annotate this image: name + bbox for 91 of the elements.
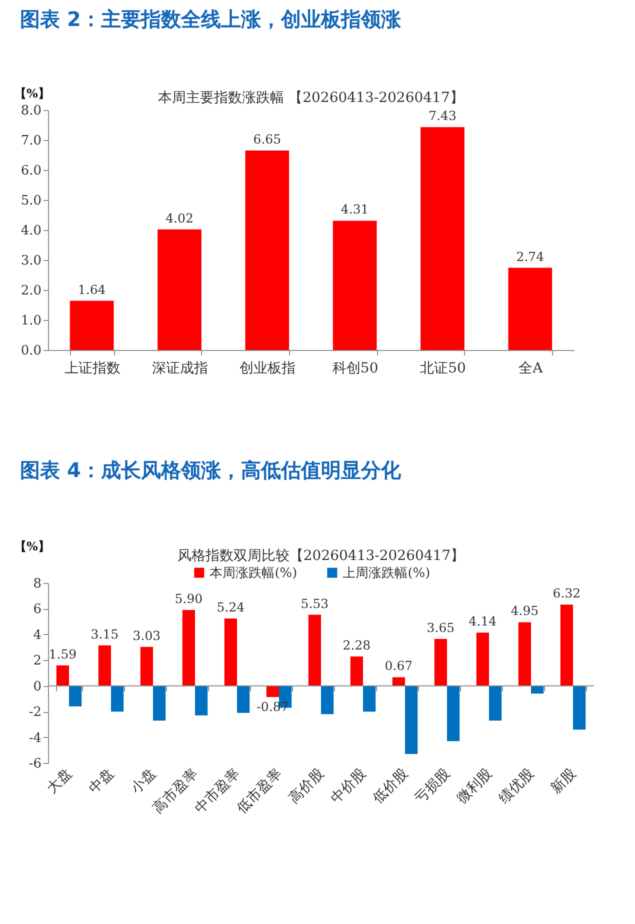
x-tick-label: 小盘 (128, 766, 160, 797)
bar (195, 686, 208, 716)
x-tick-label: 北证50 (420, 360, 466, 376)
x-tick-label: 创业板指 (240, 360, 296, 376)
x-tick-label: 亏损股 (412, 766, 454, 807)
y-axis-title: 【%】 (14, 540, 50, 554)
bar (420, 127, 464, 350)
y-tick-label: -6 (28, 756, 42, 772)
data-label: 3.03 (132, 628, 161, 643)
bar (308, 614, 321, 686)
data-label: 5.53 (300, 596, 329, 611)
data-label: 4.14 (468, 614, 497, 629)
bar (332, 220, 377, 350)
bar (350, 656, 363, 686)
x-tick-label: 中价股 (328, 766, 370, 807)
y-axis-title: 【%】 (14, 86, 50, 100)
bar (153, 686, 166, 721)
y-tick-label: 1.0 (20, 314, 42, 328)
bar (518, 622, 531, 686)
bar (224, 618, 237, 686)
chart-subtitle: 风格指数双周比较【20260413-20260417】 (177, 548, 465, 564)
bar (98, 645, 111, 686)
data-label: 0.67 (384, 658, 413, 674)
data-label: 4.02 (166, 210, 194, 226)
bar (266, 686, 279, 698)
data-label: 5.24 (216, 599, 245, 614)
legend-label: 本周涨跌幅(%) (210, 566, 298, 581)
bar (508, 268, 552, 350)
y-tick-label: 2.0 (20, 284, 42, 298)
x-tick-label: 低价股 (370, 766, 412, 807)
y-tick-label: 0 (33, 679, 42, 694)
bar (245, 150, 290, 350)
data-label: 5.90 (174, 591, 203, 606)
data-label: 6.65 (253, 132, 282, 146)
x-tick-label: 全A (518, 360, 544, 376)
bar (476, 632, 489, 686)
data-label: 4.95 (510, 603, 539, 618)
y-tick-label: 4 (33, 628, 42, 643)
y-tick-label: 0.0 (20, 344, 42, 358)
data-label: 1.59 (48, 646, 77, 662)
y-tick-label: -2 (28, 705, 42, 720)
bar (489, 686, 502, 721)
x-tick-label: 绩优股 (496, 766, 538, 807)
y-tick-label: 8.0 (20, 104, 42, 118)
chart-title: 图表 4：成长风格领涨，高低估值明显分化 (20, 458, 402, 482)
y-tick-label: 2 (33, 654, 42, 669)
y-tick-label: 5.0 (20, 194, 42, 208)
bar (392, 677, 405, 686)
data-label: 1.64 (78, 282, 106, 297)
bar (70, 300, 114, 350)
y-tick-label: 7.0 (20, 134, 42, 148)
x-tick-label: 中盘 (86, 766, 118, 797)
chart-subtitle: 本周主要指数涨跌幅 【20260413-20260417】 (158, 90, 464, 106)
bar (447, 686, 460, 742)
bar (182, 610, 195, 686)
bar (158, 229, 202, 350)
x-tick-label: 大盘 (44, 766, 76, 797)
data-label: 2.28 (342, 638, 371, 653)
bar (405, 686, 418, 754)
x-tick-label: 微利股 (454, 766, 496, 807)
data-label: 3.65 (426, 620, 455, 635)
chart-title: 图表 2：主要指数全线上涨，创业板指领涨 (20, 7, 402, 31)
bar (560, 604, 573, 686)
bar (363, 686, 376, 712)
bar (237, 686, 250, 713)
bar (140, 646, 153, 686)
bar (434, 638, 447, 686)
legend-label: 上周涨跌幅(%) (342, 566, 430, 581)
y-tick-label: -4 (28, 730, 42, 746)
x-tick-label: 高价股 (286, 766, 328, 807)
bar (111, 686, 124, 712)
y-tick-label: 4.0 (20, 224, 42, 238)
bar (573, 686, 586, 730)
bar (531, 686, 544, 694)
data-label: -0.87 (256, 699, 289, 714)
y-tick-label: 8 (33, 576, 42, 592)
y-tick-label: 6.0 (20, 164, 42, 178)
x-tick-label: 新股 (548, 766, 580, 797)
y-tick-label: 6 (33, 602, 42, 618)
data-label: 4.31 (340, 202, 369, 217)
x-tick-label: 科创50 (332, 360, 378, 376)
data-label: 7.43 (428, 108, 456, 124)
data-label: 3.15 (90, 626, 119, 642)
bar (321, 686, 334, 714)
x-tick-label: 深证成指 (152, 360, 208, 376)
bar (69, 686, 82, 706)
x-tick-label: 上证指数 (64, 360, 120, 376)
bar (56, 665, 69, 686)
y-tick-label: 3.0 (20, 254, 42, 268)
data-label: 2.74 (516, 248, 544, 264)
data-label: 6.32 (552, 586, 581, 601)
